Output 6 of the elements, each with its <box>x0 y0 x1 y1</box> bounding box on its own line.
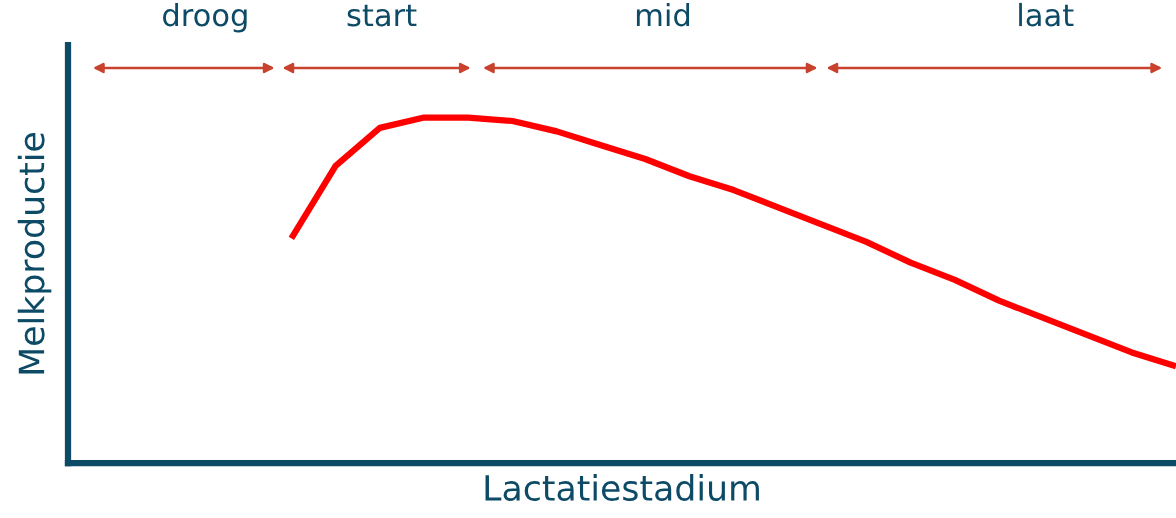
text: droog <box>163 2 247 33</box>
x-axis-title: Lactatiestadium <box>485 474 759 501</box>
text: start <box>347 4 417 27</box>
y-axis-title: Melkproductie <box>17 133 52 374</box>
text: laat <box>1019 2 1074 27</box>
text: mid <box>636 2 690 27</box>
